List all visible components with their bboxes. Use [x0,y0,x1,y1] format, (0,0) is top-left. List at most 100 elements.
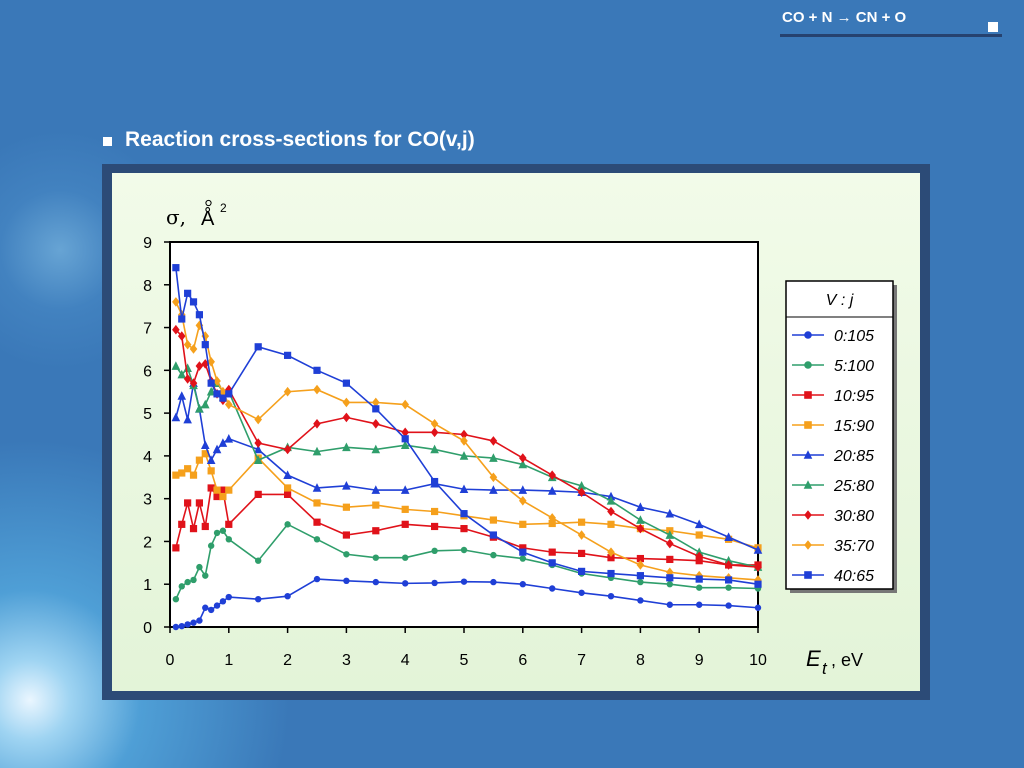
y-tick-label: 0 [143,620,152,637]
data-point [254,343,262,351]
series-0-105 [172,575,762,631]
series-20-85 [171,378,763,554]
data-point [213,376,221,386]
angstrom-ring [205,199,212,207]
y-axis-unit: Å [201,207,215,230]
data-point [400,485,410,494]
data-point [607,569,615,578]
data-point [519,520,527,528]
data-point [202,572,209,579]
data-point [725,576,733,584]
data-point [607,520,615,528]
legend-title: V : j [826,292,854,309]
data-point [342,481,351,490]
data-point [184,621,191,628]
data-point [219,394,227,402]
data-point [578,549,586,558]
data-point [213,602,221,609]
data-point [430,444,439,454]
data-point [213,492,221,501]
data-point [172,264,180,272]
data-point [313,536,321,543]
data-point [636,572,644,580]
data-point [313,518,321,526]
data-point [401,427,409,438]
data-point [183,414,192,424]
data-point [189,525,198,533]
legend-label: 0:105 [834,328,874,345]
data-point [666,601,673,608]
legend-marker [803,480,813,489]
data-point [343,551,350,558]
header-equation: CO + N → CN + O [782,9,907,26]
data-point [372,419,380,429]
x-axis-title: E t , eV [806,646,863,678]
data-point [577,530,586,540]
data-point [401,505,409,513]
data-point [219,386,227,397]
data-point [578,567,586,575]
data-point [547,486,557,495]
data-point [195,320,204,331]
data-point [207,606,215,614]
data-point [696,601,703,608]
legend-label: 15:90 [834,418,874,435]
data-point [201,450,209,458]
data-point [184,289,192,297]
legend-marker [804,361,812,369]
data-point [219,492,227,501]
data-point [518,459,528,469]
data-point [213,486,221,494]
legend-marker [804,391,812,399]
legend-marker [804,421,812,429]
data-point [213,390,221,398]
legend-marker [803,450,813,459]
data-point [343,577,350,584]
data-point [189,378,198,388]
data-point [190,576,197,584]
legend-label: 35:70 [834,538,874,555]
legend-item: 15:90 [792,418,874,435]
data-point [519,548,527,556]
data-point [342,379,350,387]
data-point [400,440,410,449]
data-point [177,391,187,400]
data-point [606,496,616,505]
x-tick-label: 1 [224,652,233,669]
data-point [637,578,644,586]
data-point [636,502,645,512]
data-point [372,397,380,408]
data-point [313,366,321,374]
data-point [548,519,556,528]
data-point [254,490,262,498]
legend-label: 40:65 [834,568,874,585]
data-point [431,522,439,531]
data-point [754,604,762,611]
data-point [312,483,322,492]
data-point [171,361,181,370]
data-point [401,435,409,443]
data-point [207,356,215,367]
data-point [195,361,204,371]
data-point [178,622,185,630]
data-point [284,593,291,600]
data-point [431,507,439,516]
header-underline [780,8,1002,37]
series-line [175,523,759,600]
data-point [460,429,468,440]
data-point [577,481,586,490]
data-point [430,427,439,438]
data-point [431,579,438,587]
data-point [172,623,180,631]
series-line [175,382,759,551]
data-point [636,560,645,570]
data-point [578,518,586,526]
y-tick-label: 4 [143,449,152,466]
data-point [206,455,216,464]
data-point [171,412,181,422]
data-point [372,554,379,561]
x-tick-label: 9 [695,652,704,669]
data-point [313,419,321,429]
data-point [218,438,228,447]
